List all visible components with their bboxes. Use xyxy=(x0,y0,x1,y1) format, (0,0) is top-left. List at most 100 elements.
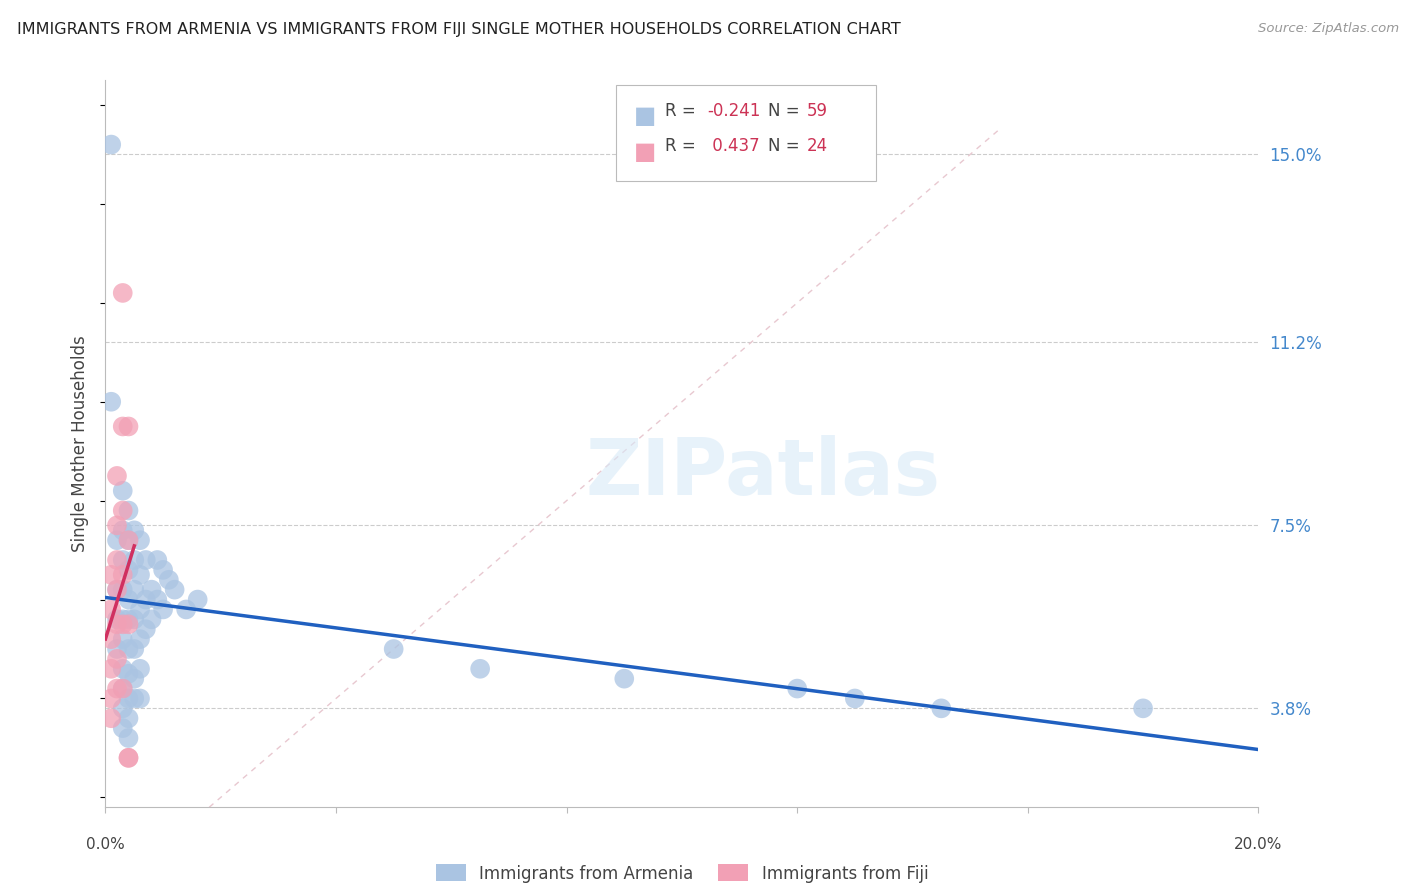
Legend: Immigrants from Armenia, Immigrants from Fiji: Immigrants from Armenia, Immigrants from… xyxy=(436,864,928,882)
Text: Source: ZipAtlas.com: Source: ZipAtlas.com xyxy=(1258,22,1399,36)
Point xyxy=(111,553,134,567)
Point xyxy=(135,622,157,636)
Point xyxy=(124,691,146,706)
Point xyxy=(129,602,152,616)
Point xyxy=(111,681,134,696)
Point xyxy=(111,681,134,696)
Point xyxy=(931,701,953,715)
Point xyxy=(844,691,866,706)
Point xyxy=(117,592,139,607)
Point xyxy=(129,632,152,646)
Point xyxy=(100,137,122,152)
Point xyxy=(124,672,146,686)
Point xyxy=(105,469,128,483)
Point xyxy=(135,553,157,567)
Point xyxy=(146,592,169,607)
Point xyxy=(111,617,134,632)
Point xyxy=(111,612,134,626)
Point xyxy=(100,691,122,706)
Point xyxy=(111,721,134,735)
Point xyxy=(111,701,134,715)
Point xyxy=(124,553,146,567)
Text: ZIPatlas: ZIPatlas xyxy=(585,434,941,511)
Point xyxy=(382,642,405,657)
Point xyxy=(470,662,492,676)
Point xyxy=(124,582,146,597)
Point xyxy=(141,582,163,597)
Point xyxy=(111,582,134,597)
Point xyxy=(117,419,139,434)
Point xyxy=(129,533,152,548)
Point xyxy=(117,751,139,765)
Point xyxy=(124,612,146,626)
Point xyxy=(100,632,122,646)
Point xyxy=(124,642,146,657)
Text: 59: 59 xyxy=(807,102,828,120)
Point xyxy=(117,666,139,681)
Point xyxy=(174,602,197,616)
Text: N =: N = xyxy=(768,102,804,120)
Point xyxy=(129,662,152,676)
Point xyxy=(117,533,139,548)
Point xyxy=(111,285,134,300)
Point xyxy=(152,602,174,616)
Point xyxy=(105,582,128,597)
Text: 0.0%: 0.0% xyxy=(86,837,125,852)
Text: R =: R = xyxy=(665,102,702,120)
Point xyxy=(129,691,152,706)
Text: 0.437: 0.437 xyxy=(707,137,759,155)
Point xyxy=(100,662,122,676)
Point xyxy=(111,503,134,517)
Point xyxy=(100,602,122,616)
Point xyxy=(105,612,128,626)
Point xyxy=(117,612,139,626)
Point xyxy=(111,483,134,498)
Point xyxy=(613,672,636,686)
Point xyxy=(100,567,122,582)
Point xyxy=(105,652,128,666)
Point xyxy=(117,533,139,548)
Point xyxy=(1132,701,1154,715)
Point xyxy=(111,567,134,582)
Point xyxy=(117,751,139,765)
Point xyxy=(129,567,152,582)
Text: IMMIGRANTS FROM ARMENIA VS IMMIGRANTS FROM FIJI SINGLE MOTHER HOUSEHOLDS CORRELA: IMMIGRANTS FROM ARMENIA VS IMMIGRANTS FR… xyxy=(17,22,901,37)
Text: 20.0%: 20.0% xyxy=(1234,837,1282,852)
Point xyxy=(111,419,134,434)
Point xyxy=(105,681,128,696)
Point xyxy=(111,632,134,646)
Point xyxy=(117,503,139,517)
Point xyxy=(117,617,139,632)
Text: ■: ■ xyxy=(634,140,657,164)
Text: 24: 24 xyxy=(807,137,828,155)
Point xyxy=(117,711,139,725)
Point xyxy=(111,524,134,538)
Point xyxy=(117,691,139,706)
Point xyxy=(152,563,174,577)
Y-axis label: Single Mother Households: Single Mother Households xyxy=(72,335,90,552)
Point xyxy=(117,642,139,657)
Point xyxy=(105,533,128,548)
Point xyxy=(146,553,169,567)
Point xyxy=(105,642,128,657)
Point xyxy=(105,518,128,533)
Point xyxy=(786,681,808,696)
Text: R =: R = xyxy=(665,137,702,155)
Point xyxy=(105,617,128,632)
Point xyxy=(141,612,163,626)
Text: -0.241: -0.241 xyxy=(707,102,761,120)
Point xyxy=(105,553,128,567)
Point xyxy=(135,592,157,607)
Text: N =: N = xyxy=(768,137,804,155)
Point xyxy=(105,582,128,597)
Point xyxy=(124,524,146,538)
Point xyxy=(117,731,139,745)
Point xyxy=(100,394,122,409)
Point xyxy=(163,582,186,597)
Point xyxy=(111,662,134,676)
Point xyxy=(187,592,209,607)
Point xyxy=(100,711,122,725)
Point xyxy=(117,563,139,577)
Point xyxy=(157,573,180,587)
Text: ■: ■ xyxy=(634,104,657,128)
